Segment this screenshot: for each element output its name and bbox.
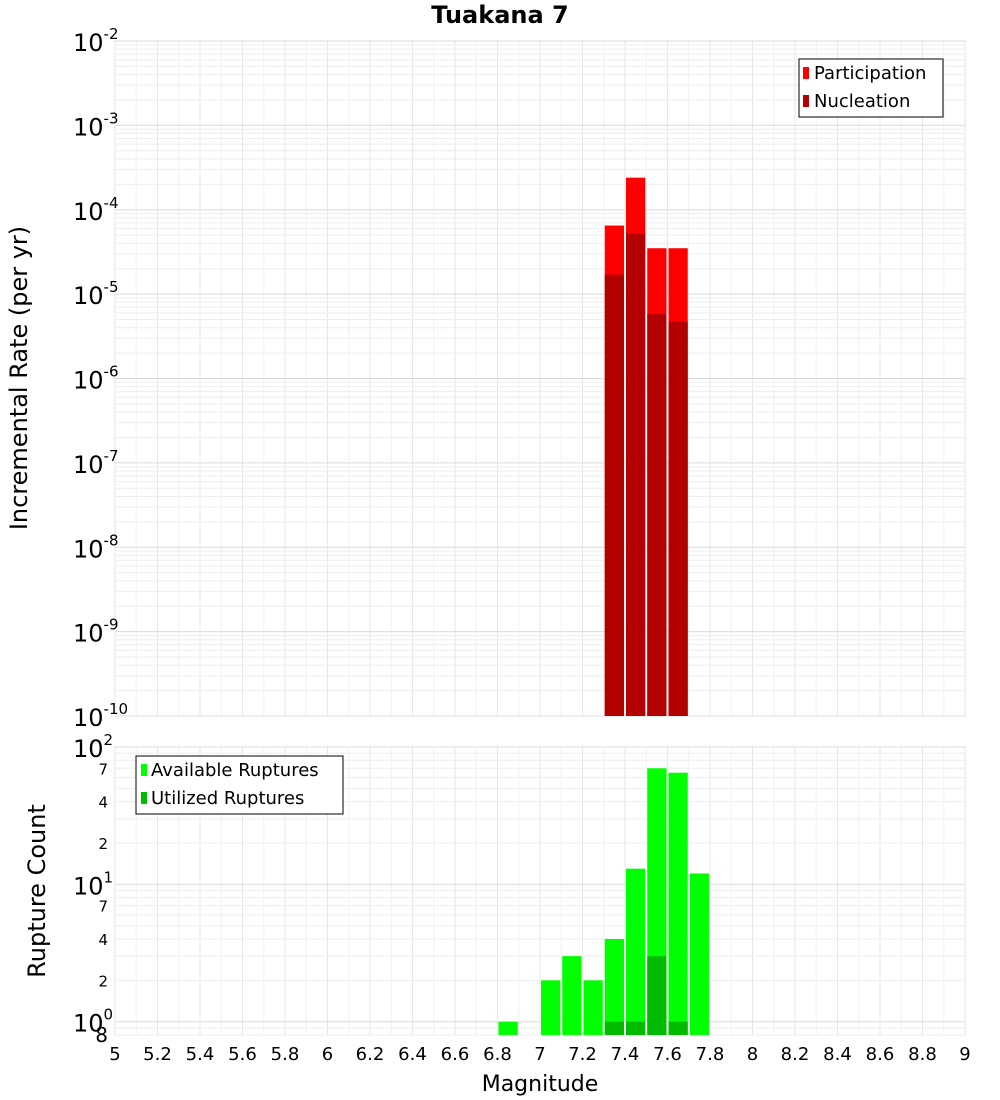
legend-label-utilized-ruptures: Utilized Ruptures bbox=[151, 788, 304, 809]
count-y-tick-label-major: 102 bbox=[73, 731, 113, 763]
bar-available-ruptures-7_05 bbox=[541, 980, 561, 1035]
x-tick-label: 8.4 bbox=[823, 1044, 852, 1065]
x-tick-label: 8.8 bbox=[908, 1044, 937, 1065]
legend-label-participation: Participation bbox=[814, 63, 926, 84]
bar-nucleation-7_35 bbox=[604, 274, 624, 716]
count-y-axis-label: Rupture Count bbox=[23, 804, 51, 978]
legend-swatch-nucleation bbox=[803, 95, 809, 107]
count-y-tick-label-minor: 4 bbox=[98, 794, 108, 812]
x-tick-label: 7.8 bbox=[696, 1044, 725, 1065]
legend-swatch-available-ruptures bbox=[141, 764, 147, 776]
x-tick-label: 7.6 bbox=[653, 1044, 682, 1065]
legend-label-available-ruptures: Available Ruptures bbox=[151, 760, 319, 781]
count-y-tick-label-minor: 7 bbox=[98, 760, 108, 778]
count-legend-box bbox=[135, 755, 344, 815]
count-y-tick-label-minor: 2 bbox=[98, 835, 108, 853]
count-y-tick-label-major: 101 bbox=[73, 868, 113, 900]
bar-available-ruptures-7_45 bbox=[626, 868, 646, 1035]
bar-available-ruptures-7_75 bbox=[689, 873, 709, 1035]
bar-utilized-ruptures-7_45 bbox=[626, 1021, 646, 1035]
bar-nucleation-7_45 bbox=[626, 233, 646, 716]
bar-available-ruptures-7_15 bbox=[562, 956, 582, 1035]
rate-y-tick-label: 10-8 bbox=[73, 531, 119, 563]
x-tick-label: 8.2 bbox=[781, 1044, 810, 1065]
rate-y-tick-label: 10-10 bbox=[73, 700, 128, 732]
count-y-tick-label-minor: 8 bbox=[95, 1023, 108, 1047]
count-y-tick-label-minor: 4 bbox=[98, 931, 108, 949]
x-tick-label: 5.6 bbox=[228, 1044, 257, 1065]
rate-legend-box bbox=[798, 58, 944, 118]
x-tick-label: 5.8 bbox=[271, 1044, 300, 1065]
bar-utilized-ruptures-7_35 bbox=[604, 1021, 624, 1035]
x-tick-label: 7.2 bbox=[568, 1044, 597, 1065]
x-tick-label: 7 bbox=[534, 1044, 545, 1065]
count-y-tick-label-minor: 2 bbox=[98, 972, 108, 990]
count-legend: Available Ruptures Utilized Ruptures bbox=[135, 755, 344, 815]
x-tick-label: 6.4 bbox=[398, 1044, 427, 1065]
bar-available-ruptures-6_85 bbox=[498, 1021, 518, 1035]
x-tick-label: 6.2 bbox=[356, 1044, 385, 1065]
count-y-tick-label-major: 100 bbox=[73, 1006, 113, 1038]
count-y-tick-label-minor: 7 bbox=[98, 898, 108, 916]
magnitude-x-tick-labels: 5 5.2 5.4 5.6 5.8 6 6.2 6.4 6.6 6.8 7 7.2 7.4 7.6 7.8 8… bbox=[109, 1044, 970, 1065]
count-panel: 100 101 102 8 2 4 7 2 4 7 5 5.2 5.4 5.6 5.8 6 6.2 6.4 6.6… bbox=[23, 731, 971, 1097]
bar-available-ruptures-7_65 bbox=[668, 772, 688, 1035]
x-tick-label: 5.4 bbox=[186, 1044, 215, 1065]
rate-y-axis-label: Incremental Rate (per yr) bbox=[5, 226, 33, 530]
x-axis-label: Magnitude bbox=[482, 1072, 599, 1097]
x-tick-label: 9 bbox=[959, 1044, 970, 1065]
rate-y-tick-label: 10-4 bbox=[73, 194, 119, 226]
rate-bars bbox=[604, 177, 688, 717]
x-tick-label: 8.6 bbox=[866, 1044, 895, 1065]
chart-title: Tuakana 7 bbox=[431, 1, 569, 29]
rate-y-tick-label: 10-3 bbox=[73, 109, 119, 141]
bar-available-ruptures-7_25 bbox=[583, 980, 603, 1035]
x-tick-label: 5.2 bbox=[143, 1044, 172, 1065]
rate-y-tick-labels: 10-10 10-9 10-8 10-7 10-6 10-5 10-4 10-3 10-2 bbox=[73, 25, 128, 732]
bar-nucleation-7_55 bbox=[647, 314, 667, 716]
bar-utilized-ruptures-7_55 bbox=[647, 956, 667, 1035]
x-tick-label: 6.8 bbox=[483, 1044, 512, 1065]
legend-swatch-participation bbox=[803, 67, 809, 79]
rate-y-tick-label: 10-6 bbox=[73, 363, 119, 395]
rate-y-tick-label: 10-5 bbox=[73, 278, 119, 310]
x-tick-label: 6 bbox=[322, 1044, 333, 1065]
x-tick-label: 8 bbox=[747, 1044, 758, 1065]
rate-y-tick-label: 10-7 bbox=[73, 447, 119, 479]
legend-swatch-utilized-ruptures bbox=[141, 792, 147, 804]
bar-available-ruptures-7_35 bbox=[604, 939, 624, 1035]
rate-legend: Participation Nucleation bbox=[798, 58, 944, 118]
legend-label-nucleation: Nucleation bbox=[814, 91, 910, 112]
count-grid bbox=[114, 746, 966, 1036]
x-tick-label: 6.6 bbox=[441, 1044, 470, 1065]
count-y-tick-labels: 100 101 102 8 2 4 7 2 4 7 bbox=[73, 731, 113, 1047]
x-tick-label: 5 bbox=[109, 1044, 120, 1065]
rate-y-tick-label: 10-2 bbox=[73, 25, 119, 57]
bar-utilized-ruptures-7_65 bbox=[668, 1021, 688, 1035]
x-tick-label: 7.4 bbox=[611, 1044, 640, 1065]
rate-grid bbox=[114, 40, 966, 717]
rate-panel: 10-10 10-9 10-8 10-7 10-6 10-5 10-4 10-3 10-2 In… bbox=[5, 25, 966, 732]
bar-nucleation-7_65 bbox=[668, 321, 688, 716]
rate-y-tick-label: 10-9 bbox=[73, 616, 119, 648]
count-bars bbox=[498, 768, 709, 1035]
